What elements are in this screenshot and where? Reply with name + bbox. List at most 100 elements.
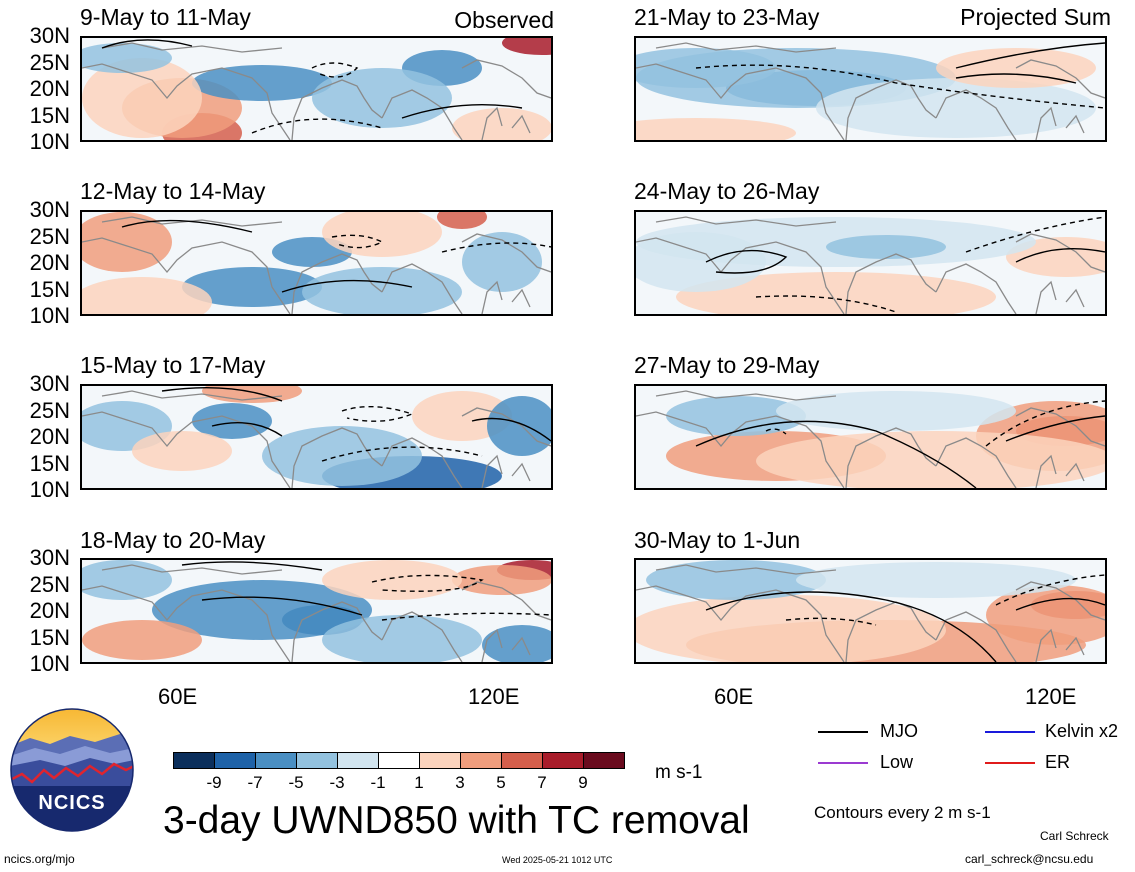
lat-label-15n-row1: 15N bbox=[29, 102, 70, 128]
anomaly-blob bbox=[192, 403, 272, 439]
lat-label-30n-row4: 30N bbox=[29, 545, 70, 570]
lat-label-15n-row4: 15N bbox=[29, 624, 70, 650]
mjo-contour bbox=[705, 591, 997, 662]
lat-label-10n-row2: 10N bbox=[29, 303, 70, 328]
lon-label-120e-left: 120E bbox=[468, 684, 520, 709]
lat-label-15n-row2: 15N bbox=[29, 276, 70, 302]
panel-title-right-4: 30-May to 1-Jun bbox=[634, 527, 801, 553]
anomaly-blob bbox=[502, 38, 551, 55]
mjo-contour bbox=[101, 39, 193, 49]
legend-er-label: ER bbox=[1045, 752, 1071, 772]
mjo-contour bbox=[955, 42, 1105, 69]
anomaly-blob bbox=[322, 615, 482, 662]
mjo-contour bbox=[381, 612, 551, 621]
coastline bbox=[82, 42, 551, 140]
mjo-contour bbox=[965, 216, 1105, 253]
anomaly-blob bbox=[462, 232, 542, 292]
observed-label: Observed bbox=[454, 7, 554, 33]
colorbar-swatch bbox=[255, 752, 297, 769]
colorbar-tick-label: 1 bbox=[414, 773, 424, 792]
coastline bbox=[82, 564, 551, 662]
colorbar-tick-label: -1 bbox=[370, 773, 386, 792]
mjo-contour bbox=[161, 386, 283, 402]
lat-label-25n-row2: 25N bbox=[29, 223, 70, 249]
mjo-contour bbox=[331, 234, 384, 249]
anomaly-blob bbox=[452, 565, 551, 595]
mjo-contour bbox=[765, 428, 787, 435]
mjo-contour bbox=[755, 295, 897, 313]
mjo-contour bbox=[281, 279, 413, 293]
lat-label-10n-row4: 10N bbox=[29, 651, 70, 676]
lat-label-25n-row4: 25N bbox=[29, 571, 70, 597]
lat-label-20n-row1: 20N bbox=[29, 76, 70, 101]
legend-mjo-line bbox=[818, 731, 868, 733]
map-field bbox=[636, 390, 1105, 488]
anomaly-blob bbox=[322, 560, 462, 600]
anomaly-blob bbox=[776, 391, 1016, 431]
map-panel-projected-1 bbox=[634, 36, 1107, 142]
anomaly-blob bbox=[646, 560, 826, 600]
map-field bbox=[636, 42, 1105, 140]
map-field bbox=[636, 216, 1105, 314]
mjo-contour bbox=[695, 64, 1105, 109]
anomaly-blob bbox=[756, 431, 1105, 488]
panel-title-right-3: 27-May to 29-May bbox=[634, 352, 820, 378]
lon-label-60e-right: 60E bbox=[714, 684, 754, 709]
colorbar-swatch bbox=[583, 752, 625, 769]
anomaly-blob bbox=[302, 267, 462, 314]
lat-label-25n-row3: 25N bbox=[29, 397, 70, 423]
map-panel-observed-1 bbox=[80, 36, 553, 142]
anomaly-blob bbox=[636, 232, 766, 292]
lat-label-30n-row2: 30N bbox=[29, 197, 70, 222]
map-panel-projected-4 bbox=[634, 558, 1107, 664]
anomaly-blob bbox=[796, 562, 1076, 598]
coastline bbox=[636, 390, 1105, 488]
mjo-contour bbox=[695, 420, 977, 488]
panel-title-left-4: 18-May to 20-May bbox=[80, 527, 266, 553]
mjo-contour bbox=[401, 103, 523, 119]
panel-title-right-2: 24-May to 26-May bbox=[634, 178, 820, 204]
map-field bbox=[82, 560, 551, 662]
colorbar-tick-label: -3 bbox=[329, 773, 345, 792]
panel-title-left-1: 9-May to 11-May bbox=[80, 4, 251, 30]
projected-sum-label: Projected Sum bbox=[960, 4, 1111, 30]
mjo-contour bbox=[341, 405, 415, 422]
mjo-contour bbox=[995, 574, 1105, 606]
panel-title-left-2: 12-May to 14-May bbox=[80, 178, 266, 204]
source-url: ncics.org/mjo bbox=[4, 852, 75, 866]
legend-low-label: Low bbox=[880, 752, 914, 772]
logo-text: NCICS bbox=[38, 792, 106, 814]
mjo-contour bbox=[251, 118, 383, 134]
legend-mjo-label: MJO bbox=[880, 721, 918, 741]
mjo-contour bbox=[441, 242, 551, 253]
anomaly-blob bbox=[482, 625, 551, 662]
coastline bbox=[636, 42, 1105, 140]
map-field bbox=[82, 386, 551, 488]
anomaly-blob bbox=[437, 212, 487, 229]
contour-note: Contours every 2 m s-1 bbox=[814, 803, 991, 822]
coastline bbox=[82, 216, 551, 314]
mjo-contour bbox=[985, 400, 1105, 447]
colorbar-swatch bbox=[337, 752, 379, 769]
lon-label-60e-left: 60E bbox=[158, 684, 198, 709]
lat-label-15n-row3: 15N bbox=[29, 450, 70, 476]
colorbar-swatch bbox=[419, 752, 461, 769]
colorbar-tick-label: -9 bbox=[206, 773, 222, 792]
colorbar-swatch bbox=[173, 752, 215, 769]
panel-title-right-1: 21-May to 23-May bbox=[634, 4, 820, 30]
lat-label-10n-row3: 10N bbox=[29, 477, 70, 502]
anomaly-blob bbox=[82, 58, 202, 138]
mjo-contour bbox=[181, 561, 323, 571]
colorbar-swatch bbox=[214, 752, 256, 769]
map-field bbox=[636, 560, 1105, 662]
anomaly-blob bbox=[182, 267, 322, 307]
mjo-contour bbox=[1015, 248, 1105, 263]
anomaly-blob bbox=[192, 65, 332, 101]
anomaly-blob bbox=[132, 431, 232, 471]
coastline bbox=[82, 390, 551, 488]
anomaly-blob bbox=[636, 118, 796, 140]
coastline bbox=[636, 216, 1105, 314]
anomaly-blob bbox=[816, 78, 1096, 138]
lat-label-20n-row4: 20N bbox=[29, 598, 70, 623]
anomaly-blob bbox=[82, 620, 202, 660]
